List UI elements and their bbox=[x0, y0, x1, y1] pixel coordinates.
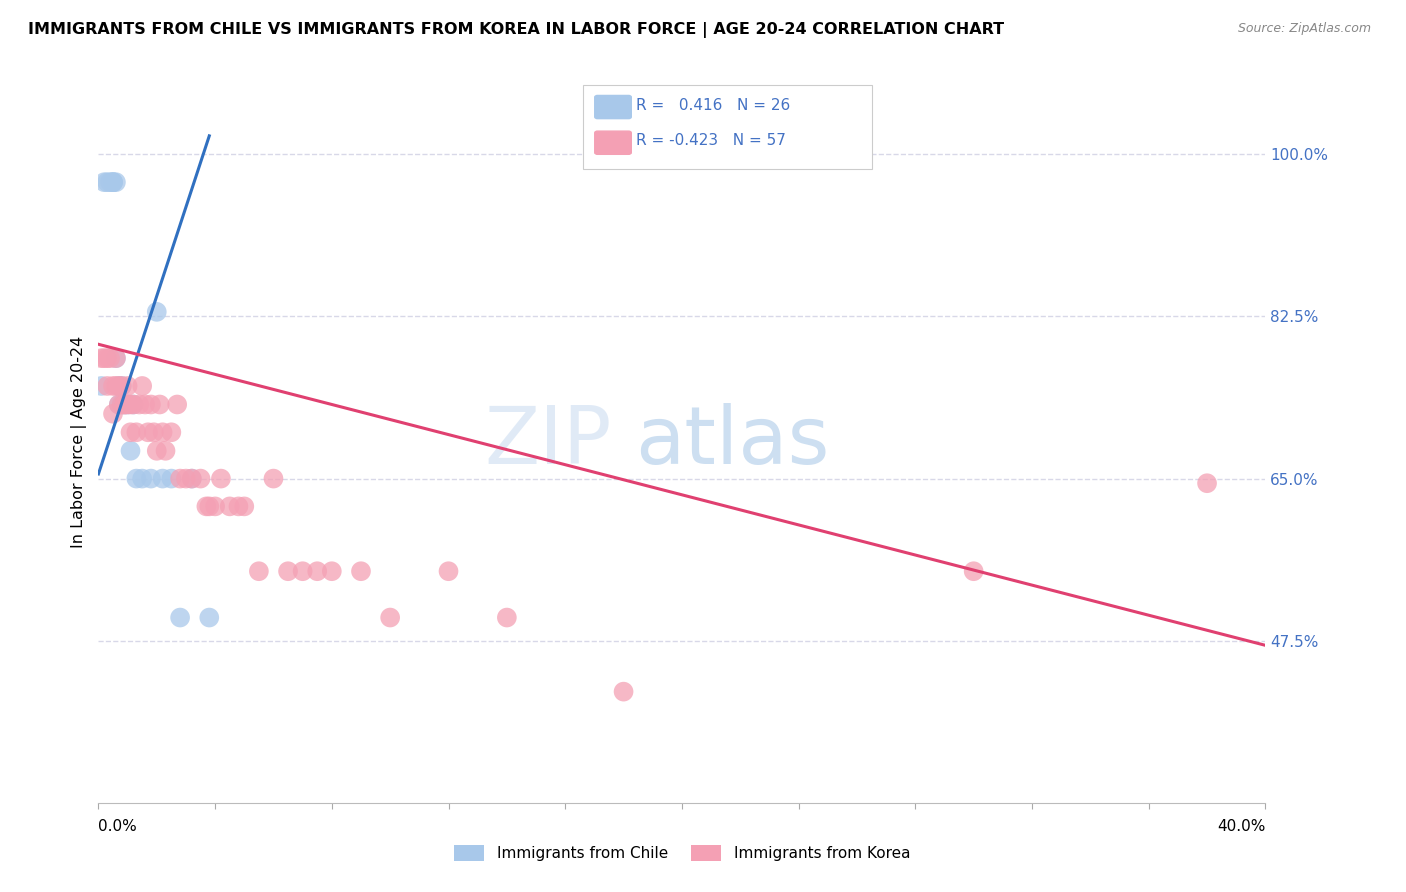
Point bbox=[101, 175, 124, 189]
Text: 0.0%: 0.0% bbox=[98, 820, 138, 835]
Point bbox=[180, 472, 202, 486]
Text: IMMIGRANTS FROM CHILE VS IMMIGRANTS FROM KOREA IN LABOR FORCE | AGE 20-24 CORREL: IMMIGRANTS FROM CHILE VS IMMIGRANTS FROM… bbox=[28, 22, 1004, 38]
Point bbox=[131, 472, 153, 486]
Point bbox=[117, 379, 139, 393]
Point bbox=[120, 443, 142, 458]
Point bbox=[101, 407, 124, 421]
Point bbox=[114, 397, 136, 411]
Point bbox=[218, 500, 240, 514]
Point bbox=[125, 472, 148, 486]
Point bbox=[120, 425, 142, 440]
Text: Source: ZipAtlas.com: Source: ZipAtlas.com bbox=[1237, 22, 1371, 36]
Point bbox=[93, 175, 115, 189]
Point bbox=[291, 564, 314, 578]
Y-axis label: In Labor Force | Age 20-24: In Labor Force | Age 20-24 bbox=[72, 335, 87, 548]
Point bbox=[122, 397, 145, 411]
Point bbox=[120, 397, 142, 411]
Point bbox=[146, 305, 169, 319]
Point bbox=[104, 351, 127, 366]
Point bbox=[101, 175, 124, 189]
Point bbox=[122, 397, 145, 411]
Point bbox=[111, 379, 134, 393]
Point bbox=[152, 472, 174, 486]
Point bbox=[108, 379, 131, 393]
Point bbox=[131, 379, 153, 393]
Point bbox=[190, 472, 212, 486]
Point bbox=[101, 175, 124, 189]
Text: 40.0%: 40.0% bbox=[1218, 820, 1265, 835]
Point bbox=[247, 564, 270, 578]
Point bbox=[108, 379, 131, 393]
Point bbox=[204, 500, 226, 514]
Point bbox=[180, 472, 202, 486]
Point bbox=[437, 564, 460, 578]
Point bbox=[90, 351, 112, 366]
Point bbox=[108, 397, 131, 411]
Point bbox=[149, 397, 172, 411]
Point bbox=[128, 397, 150, 411]
Text: R = -0.423   N = 57: R = -0.423 N = 57 bbox=[636, 134, 786, 148]
Point bbox=[350, 564, 373, 578]
Point bbox=[496, 610, 519, 624]
Point bbox=[307, 564, 329, 578]
Point bbox=[98, 351, 121, 366]
Point bbox=[101, 379, 124, 393]
Point bbox=[93, 351, 115, 366]
Point bbox=[111, 397, 134, 411]
Point bbox=[262, 472, 284, 486]
Text: R =   0.416   N = 26: R = 0.416 N = 26 bbox=[636, 98, 790, 112]
Point bbox=[136, 425, 159, 440]
Point bbox=[114, 397, 136, 411]
Point bbox=[104, 175, 127, 189]
Point bbox=[142, 425, 165, 440]
Point bbox=[169, 610, 191, 624]
Point bbox=[90, 379, 112, 393]
Point bbox=[152, 425, 174, 440]
Point bbox=[111, 379, 134, 393]
Point bbox=[166, 397, 188, 411]
Point bbox=[139, 397, 162, 411]
Point bbox=[114, 397, 136, 411]
Point bbox=[198, 610, 221, 624]
Text: ZIP: ZIP bbox=[485, 402, 612, 481]
Point bbox=[321, 564, 343, 578]
Point bbox=[104, 351, 127, 366]
Point bbox=[198, 500, 221, 514]
Point bbox=[380, 610, 402, 624]
Point bbox=[233, 500, 256, 514]
Point bbox=[125, 425, 148, 440]
Point bbox=[195, 500, 218, 514]
Point bbox=[160, 472, 183, 486]
Point bbox=[169, 472, 191, 486]
Point bbox=[96, 175, 118, 189]
Point bbox=[962, 564, 984, 578]
Point bbox=[117, 397, 139, 411]
Point bbox=[160, 425, 183, 440]
Point bbox=[1195, 476, 1218, 491]
Point bbox=[228, 500, 250, 514]
Point bbox=[134, 397, 156, 411]
Point bbox=[174, 472, 197, 486]
Point bbox=[108, 397, 131, 411]
Legend: Immigrants from Chile, Immigrants from Korea: Immigrants from Chile, Immigrants from K… bbox=[447, 839, 917, 867]
Point bbox=[104, 379, 127, 393]
Point bbox=[612, 684, 634, 698]
Point bbox=[117, 397, 139, 411]
Point bbox=[96, 379, 118, 393]
Point bbox=[98, 175, 121, 189]
Point bbox=[277, 564, 299, 578]
Point bbox=[155, 443, 177, 458]
Text: atlas: atlas bbox=[636, 402, 830, 481]
Point bbox=[139, 472, 162, 486]
Point bbox=[146, 443, 169, 458]
Point bbox=[209, 472, 232, 486]
Point bbox=[96, 351, 118, 366]
Point bbox=[111, 397, 134, 411]
